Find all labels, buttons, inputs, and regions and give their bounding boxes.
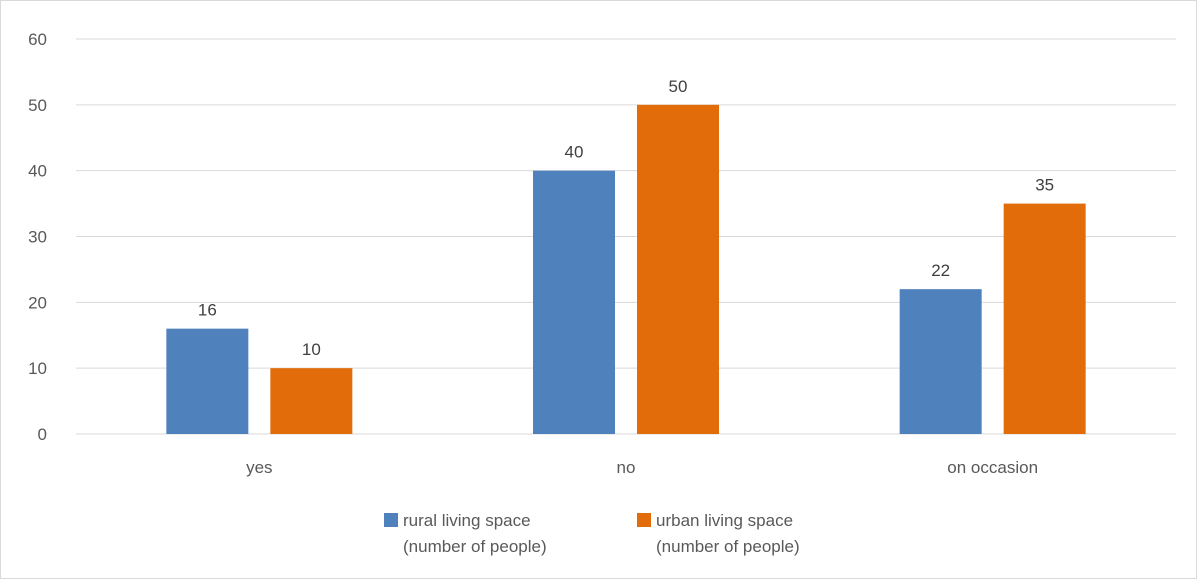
x-tick-label: yes (246, 458, 272, 477)
y-axis-tick-labels: 0 10 20 30 40 50 60 (28, 30, 47, 444)
data-label: 50 (669, 77, 688, 96)
legend-label: (number of people) (656, 537, 800, 556)
x-tick-label: on occasion (947, 458, 1038, 477)
bar-urban-on-occasion (1003, 203, 1086, 434)
bar-rural-on-occasion (899, 289, 982, 434)
data-labels: 16 10 40 50 22 35 (198, 77, 1054, 359)
legend-label: rural living space (403, 511, 531, 530)
y-tick-label: 40 (28, 162, 47, 181)
data-label: 16 (198, 301, 217, 320)
x-axis-tick-labels: yes no on occasion (246, 458, 1038, 477)
bar-urban-yes (270, 368, 353, 434)
data-label: 10 (302, 340, 321, 359)
y-tick-label: 50 (28, 96, 47, 115)
legend-label: (number of people) (403, 537, 547, 556)
x-tick-label: no (617, 458, 636, 477)
legend-swatch (637, 513, 651, 527)
y-tick-label: 30 (28, 228, 47, 247)
y-tick-label: 10 (28, 359, 47, 378)
bar-rural-no (533, 170, 615, 434)
gridlines (76, 38, 1176, 435)
data-label: 35 (1035, 176, 1054, 195)
legend-item-urban: urban living space (number of people) (637, 511, 800, 556)
legend-swatch (384, 513, 398, 527)
bar-urban-no (637, 104, 719, 434)
legend-label: urban living space (656, 511, 793, 530)
data-label: 40 (565, 143, 584, 162)
y-tick-label: 60 (28, 30, 47, 49)
data-label: 22 (931, 261, 950, 280)
bar-rural-yes (166, 328, 249, 434)
legend-item-rural: rural living space (number of people) (384, 511, 547, 556)
y-tick-label: 0 (38, 425, 47, 444)
y-tick-label: 20 (28, 293, 47, 312)
legend: rural living space(number of people)urba… (384, 511, 800, 556)
bars (166, 104, 1086, 434)
